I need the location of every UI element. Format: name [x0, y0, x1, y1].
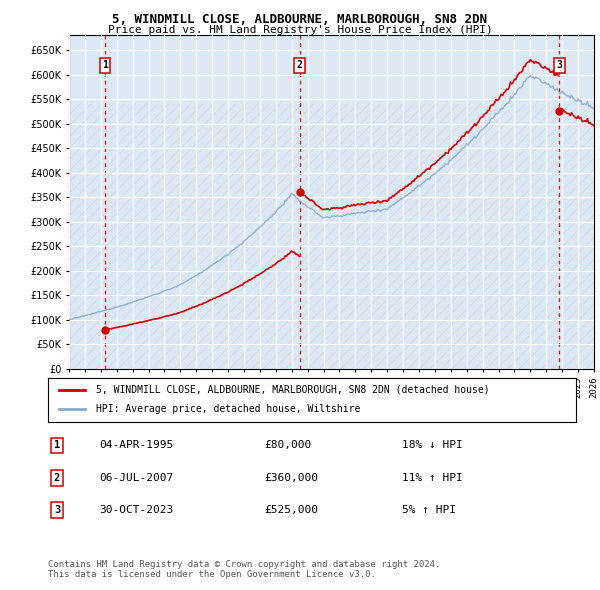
Text: 2: 2 — [54, 473, 60, 483]
Text: 04-APR-1995: 04-APR-1995 — [99, 441, 173, 450]
Text: 5% ↑ HPI: 5% ↑ HPI — [402, 506, 456, 515]
Text: 5, WINDMILL CLOSE, ALDBOURNE, MARLBOROUGH, SN8 2DN (detached house): 5, WINDMILL CLOSE, ALDBOURNE, MARLBOROUG… — [95, 385, 489, 395]
Text: £80,000: £80,000 — [264, 441, 311, 450]
Text: 1: 1 — [54, 441, 60, 450]
Text: £525,000: £525,000 — [264, 506, 318, 515]
Text: HPI: Average price, detached house, Wiltshire: HPI: Average price, detached house, Wilt… — [95, 405, 360, 414]
Text: 1: 1 — [102, 60, 108, 70]
Text: 2: 2 — [297, 60, 303, 70]
Text: 3: 3 — [54, 506, 60, 515]
Text: 30-OCT-2023: 30-OCT-2023 — [99, 506, 173, 515]
Text: 18% ↓ HPI: 18% ↓ HPI — [402, 441, 463, 450]
Text: £360,000: £360,000 — [264, 473, 318, 483]
Text: Contains HM Land Registry data © Crown copyright and database right 2024.
This d: Contains HM Land Registry data © Crown c… — [48, 560, 440, 579]
Text: 5, WINDMILL CLOSE, ALDBOURNE, MARLBOROUGH, SN8 2DN: 5, WINDMILL CLOSE, ALDBOURNE, MARLBOROUG… — [113, 13, 487, 26]
Text: Price paid vs. HM Land Registry's House Price Index (HPI): Price paid vs. HM Land Registry's House … — [107, 25, 493, 35]
Text: 06-JUL-2007: 06-JUL-2007 — [99, 473, 173, 483]
Text: 11% ↑ HPI: 11% ↑ HPI — [402, 473, 463, 483]
Text: 3: 3 — [557, 60, 562, 70]
